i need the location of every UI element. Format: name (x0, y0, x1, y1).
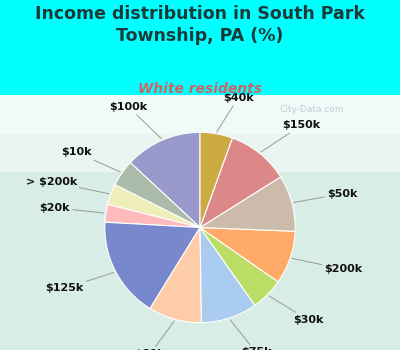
Text: $200k: $200k (292, 258, 363, 274)
Text: $75k: $75k (230, 320, 271, 350)
Text: $60k: $60k (134, 321, 174, 350)
Text: > $200k: > $200k (26, 177, 109, 194)
Text: $150k: $150k (261, 120, 321, 152)
Bar (0, 94, 400, 133)
Wedge shape (130, 132, 200, 228)
Wedge shape (200, 228, 295, 282)
Text: City-Data.com: City-Data.com (280, 105, 344, 114)
Wedge shape (200, 228, 255, 323)
Text: $10k: $10k (62, 147, 120, 172)
Wedge shape (108, 185, 200, 228)
Wedge shape (105, 204, 200, 228)
Wedge shape (115, 163, 200, 228)
Text: $30k: $30k (269, 296, 324, 325)
Bar (0, 94, 400, 171)
Wedge shape (200, 228, 278, 305)
Text: $40k: $40k (217, 93, 253, 132)
Wedge shape (200, 138, 281, 228)
Text: $50k: $50k (294, 189, 357, 203)
Text: $100k: $100k (110, 102, 161, 139)
Text: Income distribution in South Park
Township, PA (%): Income distribution in South Park Townsh… (35, 5, 365, 46)
Wedge shape (200, 177, 295, 231)
Text: $125k: $125k (45, 272, 114, 293)
Wedge shape (105, 222, 200, 309)
Text: $20k: $20k (40, 203, 104, 213)
Wedge shape (150, 228, 202, 323)
Text: White residents: White residents (138, 82, 262, 96)
Wedge shape (200, 132, 232, 228)
